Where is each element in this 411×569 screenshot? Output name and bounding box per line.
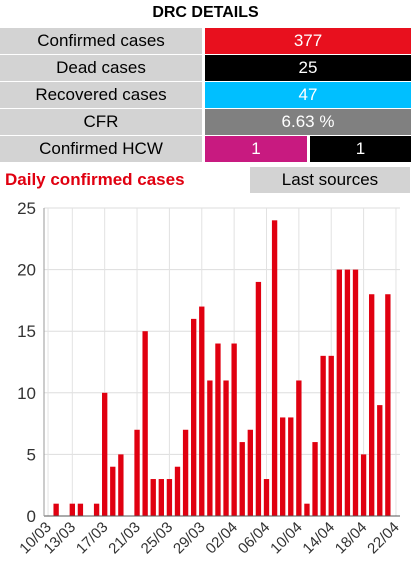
bar [134, 429, 140, 516]
cfr-row: CFR 6.63 % [0, 109, 411, 135]
bar [288, 417, 294, 516]
confirmed-hcw-value-a: 1 [205, 136, 307, 162]
page-title: DRC DETAILS [152, 4, 259, 21]
x-tick-label: 06/04 [235, 519, 274, 558]
y-tick-label: 5 [27, 445, 36, 464]
x-tick-label: 14/04 [299, 519, 338, 558]
chart-y-ticks: 0 5 10 15 20 25 [17, 199, 36, 526]
bar [191, 318, 197, 516]
x-tick-label: 29/03 [170, 519, 209, 558]
bar [369, 294, 375, 516]
bar [231, 343, 237, 516]
bar [280, 417, 286, 516]
bar [158, 479, 164, 516]
bar [77, 503, 84, 516]
recovered-cases-row: Recovered cases 47 [0, 82, 411, 108]
bar [142, 331, 148, 516]
x-tick-label: 21/03 [105, 519, 144, 558]
bar [271, 220, 278, 516]
y-tick-label: 0 [27, 507, 36, 526]
dead-cases-row: Dead cases 25 [0, 55, 411, 81]
bar [110, 466, 116, 516]
bar [150, 479, 156, 516]
bar [239, 442, 245, 516]
bar [360, 454, 367, 516]
bar [336, 269, 342, 516]
bar [344, 269, 351, 516]
bar [53, 503, 59, 516]
bar [166, 479, 173, 516]
recovered-cases-label: Recovered cases [0, 82, 202, 108]
x-tick-label: 02/04 [202, 519, 241, 558]
y-tick-label: 20 [17, 261, 36, 280]
x-tick-label: 17/03 [73, 519, 112, 558]
bar [69, 503, 75, 516]
y-tick-label: 25 [17, 199, 36, 218]
x-tick-label: 18/04 [332, 519, 371, 558]
confirmed-cases-row: Confirmed cases 377 [0, 28, 411, 54]
confirmed-cases-label: Confirmed cases [0, 28, 202, 54]
cfr-value: 6.63 % [205, 109, 411, 135]
bar [223, 380, 229, 516]
confirmed-hcw-label: Confirmed HCW [0, 136, 202, 162]
confirmed-hcw-row: Confirmed HCW 1 1 [0, 136, 411, 162]
dead-cases-value: 25 [205, 55, 411, 81]
bar [328, 355, 334, 516]
bar [385, 294, 391, 516]
bar [320, 355, 326, 516]
bar [312, 442, 318, 516]
bar [215, 343, 221, 516]
bar [255, 281, 262, 516]
bar [296, 380, 302, 516]
bar [199, 306, 205, 516]
x-tick-label: 25/03 [138, 519, 177, 558]
daily-cases-chart: 0 5 10 15 20 25 10/0313/0317/0321/0325/0329/0… [16, 199, 402, 558]
confirmed-hcw-value-b: 1 [310, 136, 411, 162]
bar [263, 479, 270, 516]
confirmed-cases-value: 377 [205, 28, 411, 54]
y-tick-label: 15 [17, 322, 36, 341]
bar [247, 429, 253, 516]
y-tick-label: 10 [17, 384, 36, 403]
bar [182, 429, 189, 516]
chart-x-ticks: 10/0313/0317/0321/0325/0329/0302/0406/04… [16, 519, 402, 558]
bar [304, 503, 310, 516]
bar [118, 454, 124, 516]
x-tick-label: 22/04 [364, 519, 403, 558]
recovered-cases-value: 47 [205, 82, 411, 108]
bar [207, 380, 213, 516]
bar [102, 392, 108, 516]
bar [93, 503, 100, 516]
bar [377, 405, 383, 516]
bar [174, 466, 181, 516]
daily-confirmed-title: Daily confirmed cases [5, 170, 185, 189]
x-tick-label: 10/04 [267, 519, 306, 558]
dead-cases-label: Dead cases [0, 55, 202, 81]
chart-bars [53, 220, 391, 516]
bar [352, 269, 359, 516]
cfr-label: CFR [0, 109, 202, 135]
last-sources-button[interactable]: Last sources [250, 167, 410, 193]
